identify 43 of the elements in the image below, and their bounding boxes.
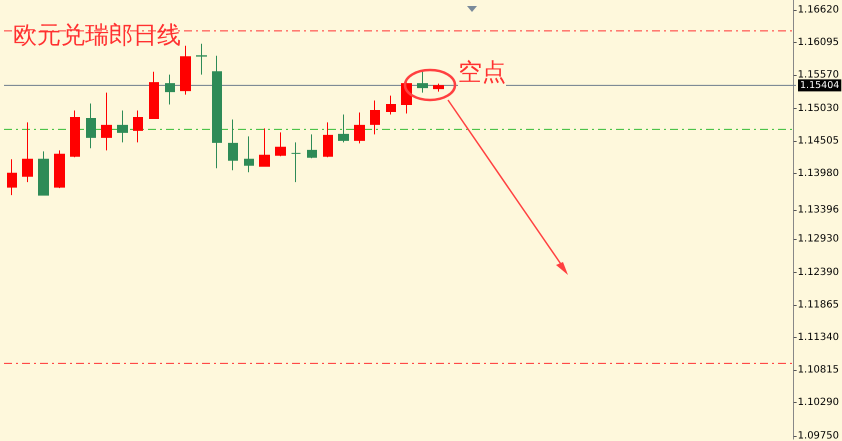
- candlestick: [228, 118, 238, 171]
- candlestick: [70, 110, 80, 158]
- ref-line-label: 1.15404: [800, 80, 840, 91]
- candlestick: [133, 110, 143, 143]
- annotation: 空点: [458, 56, 506, 88]
- y-tick-label: 1.15030: [798, 103, 840, 114]
- candlestick: [354, 112, 365, 144]
- candlestick: [338, 114, 349, 143]
- y-tick-label: 1.14505: [798, 136, 840, 147]
- y-tick-label: 1.11865: [798, 299, 840, 310]
- candlestick: [275, 132, 286, 157]
- candlestick: [54, 150, 65, 189]
- y-tick-label: 1.16095: [798, 36, 840, 48]
- y-tick-label: 1.10290: [798, 397, 840, 408]
- candlestick: [86, 103, 96, 149]
- candlestick: [180, 45, 191, 96]
- candlestick: [117, 110, 128, 143]
- candlestick: [22, 122, 33, 183]
- y-tick-label: 1.12930: [798, 233, 840, 244]
- y-tick-label: 1.13980: [798, 168, 840, 180]
- y-tick-label: 1.09750: [798, 430, 840, 441]
- candlestick: [196, 43, 207, 76]
- y-tick-label: 1.10815: [798, 364, 840, 376]
- candlestick: [417, 70, 428, 94]
- y-tick-label: 1.15570: [798, 70, 840, 81]
- y-tick-label: 1.13396: [798, 204, 840, 216]
- candlestick: [212, 55, 222, 169]
- candlestick: [7, 158, 17, 196]
- y-tick-label: 1.16620: [798, 4, 840, 16]
- candlestick: [433, 83, 444, 92]
- candlestick: [101, 92, 112, 151]
- candlestick: [370, 100, 380, 135]
- candlestick: [386, 95, 396, 115]
- candlestick: [307, 134, 317, 159]
- candlestick: [259, 128, 270, 167]
- y-tick-label: 1.12390: [798, 266, 840, 278]
- y-tick-label: 1.11340: [798, 332, 840, 343]
- candlestick: [149, 71, 159, 119]
- candlestick: [244, 136, 254, 173]
- candlestick: [165, 74, 175, 106]
- candlestick: [291, 142, 301, 183]
- candlestick: [323, 122, 333, 158]
- candlestick: [38, 150, 49, 196]
